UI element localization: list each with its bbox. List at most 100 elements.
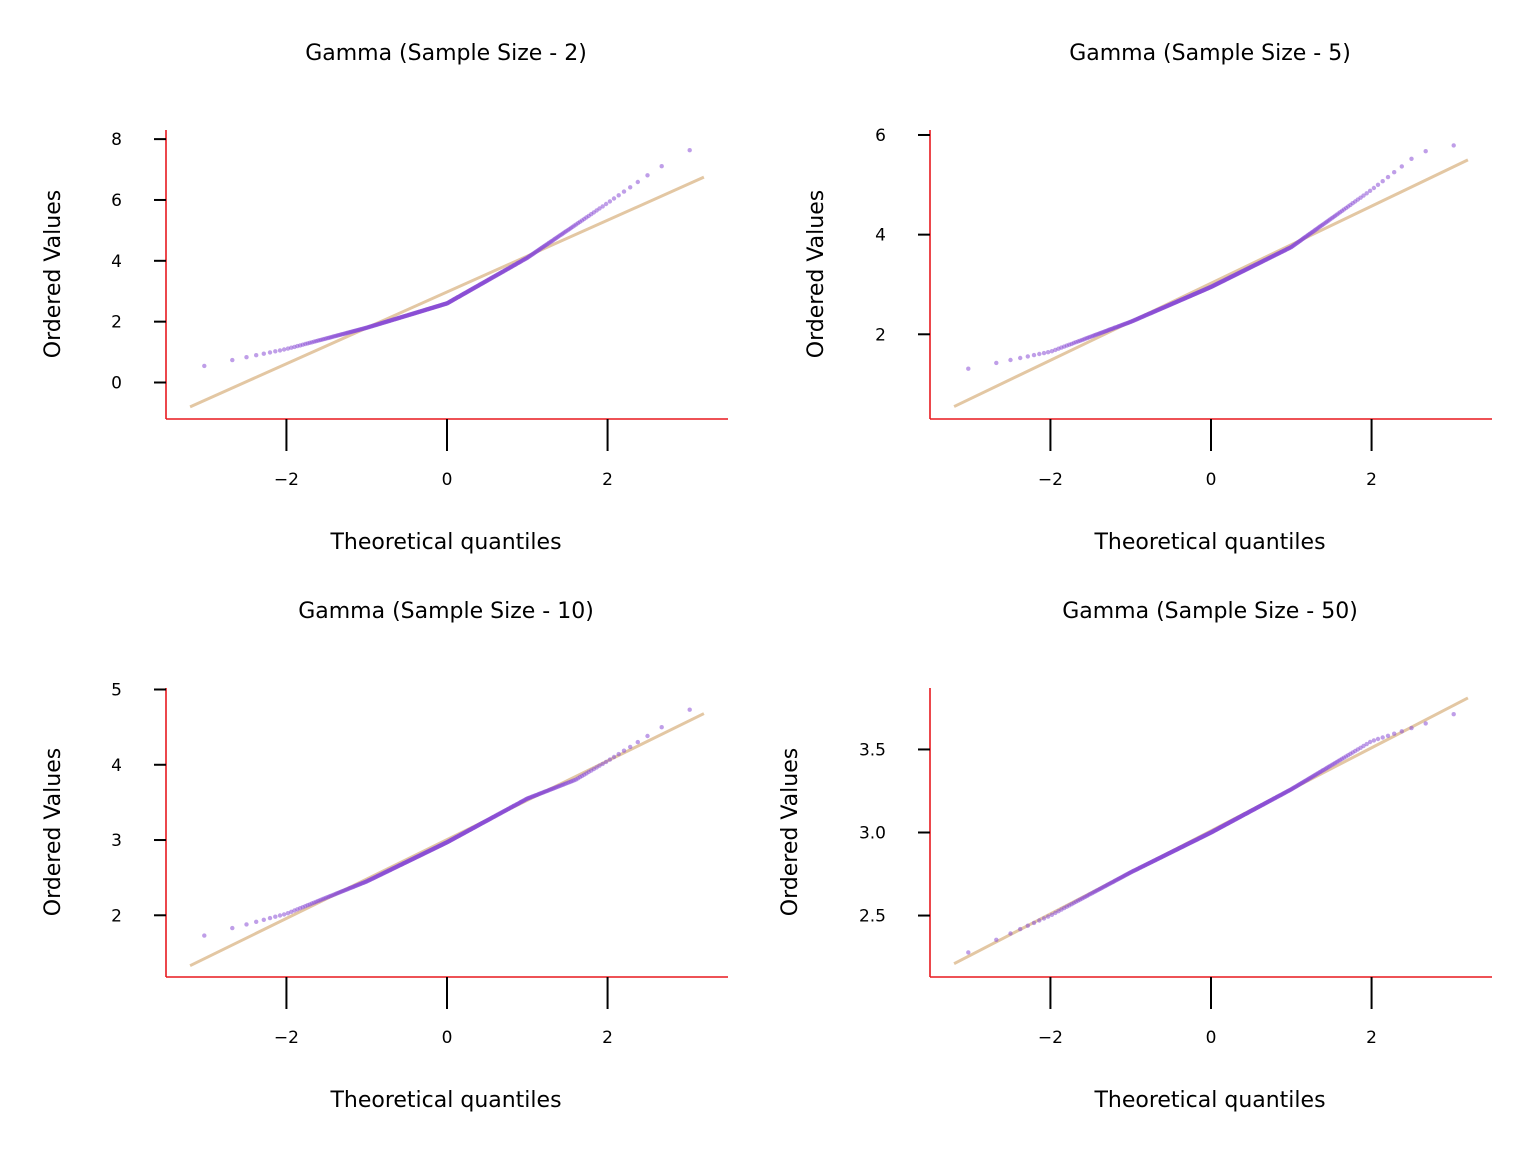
data-point (277, 348, 283, 353)
fit-line (189, 712, 705, 968)
x-tick-label: 0 (442, 470, 453, 490)
x-axis-label: Theoretical quantiles (1093, 530, 1325, 555)
fit-line (189, 175, 705, 409)
data-point (966, 950, 971, 955)
data-points (202, 707, 692, 938)
data-point (1367, 188, 1373, 193)
data-point (600, 204, 605, 209)
data-point (1049, 912, 1055, 917)
x-tick-label: 2 (1366, 470, 1377, 490)
chart-title: Gamma (Sample Size - 2) (305, 41, 587, 66)
data-point (1008, 931, 1013, 936)
data-point (1049, 349, 1055, 354)
data-point (261, 351, 266, 356)
y-tick-label: 6 (111, 191, 122, 211)
data-point (607, 199, 613, 204)
y-tick-label: 3.5 (859, 740, 886, 760)
x-tick-label: 0 (1206, 1028, 1217, 1048)
x-tick-label: −2 (1038, 470, 1063, 490)
data-point (1451, 712, 1456, 717)
x-axis-label: Theoretical quantiles (329, 530, 561, 555)
data-point (659, 164, 664, 169)
data-point (1025, 923, 1031, 928)
data-point (267, 915, 273, 921)
y-tick-label: 4 (111, 756, 122, 776)
data-point (628, 744, 633, 750)
data-point (1361, 743, 1366, 749)
data-point (687, 148, 692, 153)
y-axis-label: Ordered Values (778, 748, 803, 916)
panel-gamma-10: Gamma (Sample Size - 10) Ordered Values … (41, 599, 728, 1113)
data-point (621, 748, 627, 753)
plot-area: −2 0 2 2.5 3.0 3.5 (859, 688, 1492, 1048)
x-tick-label: 2 (1366, 1028, 1377, 1048)
data-point (1041, 916, 1047, 921)
y-tick-label: 3 (111, 831, 122, 851)
data-point (1045, 350, 1051, 355)
y-tick-label: 3.0 (859, 824, 886, 844)
data-point (254, 919, 259, 924)
chart-title: Gamma (Sample Size - 10) (298, 599, 594, 624)
data-point (1385, 733, 1391, 738)
data-point (230, 925, 235, 931)
panel-gamma-2: Gamma (Sample Size - 2) Ordered Values T… (41, 41, 728, 555)
data-point (645, 173, 650, 178)
data-point (261, 917, 266, 922)
data-point (1018, 355, 1023, 361)
y-tick-label: 4 (875, 226, 886, 246)
data-point (230, 357, 235, 363)
y-tick-label: 2 (111, 313, 122, 333)
y-tick-label: 2 (875, 325, 886, 345)
data-point (611, 754, 617, 760)
x-tick-label: 0 (442, 1028, 453, 1048)
data-point (281, 912, 287, 917)
data-point (1409, 725, 1414, 731)
data-point (1041, 350, 1047, 356)
panel-gamma-50: Gamma (Sample Size - 50) Ordered Values … (778, 599, 1492, 1113)
panel-gamma-5: Gamma (Sample Size - 5) Ordered Values T… (804, 41, 1492, 555)
data-point (616, 193, 621, 198)
x-tick-label: 2 (602, 470, 613, 490)
data-point (1392, 170, 1397, 175)
data-point (603, 759, 609, 765)
y-tick-label: 2.5 (859, 907, 886, 927)
x-axis-label: Theoretical quantiles (329, 1088, 561, 1113)
data-point (635, 739, 640, 745)
data-point (607, 757, 613, 762)
data-point (267, 350, 273, 355)
data-point (1423, 721, 1428, 726)
data-point (1037, 351, 1042, 357)
data-point (1031, 352, 1037, 358)
data-points (202, 148, 692, 369)
data-point (1361, 193, 1366, 198)
data-point (1045, 914, 1051, 919)
x-tick-label: 2 (602, 1028, 613, 1048)
data-point (994, 360, 999, 366)
data-point (597, 206, 602, 211)
x-tick-label: −2 (274, 470, 299, 490)
x-tick-label: −2 (274, 1028, 299, 1048)
data-point (1367, 739, 1373, 745)
x-axis-label: Theoretical quantiles (1093, 1088, 1325, 1113)
data-point (285, 911, 291, 916)
data-point (1008, 357, 1013, 363)
data-point (254, 353, 259, 358)
data-point (628, 185, 633, 190)
data-point (1451, 143, 1456, 148)
data-point (273, 349, 278, 354)
y-axis-label: Ordered Values (41, 190, 66, 358)
data-point (994, 937, 999, 942)
y-tick-label: 6 (875, 126, 886, 146)
data-point (611, 196, 617, 201)
data-point (1025, 354, 1031, 359)
data-point (1371, 738, 1377, 743)
data-point (635, 179, 640, 185)
data-point (244, 355, 249, 360)
data-point (1371, 185, 1377, 191)
plot-area: −2 0 2 2 3 4 5 (111, 681, 728, 1048)
data-point (600, 761, 605, 767)
data-point (1031, 920, 1037, 926)
data-points (966, 143, 1456, 371)
y-tick-label: 2 (111, 906, 122, 926)
